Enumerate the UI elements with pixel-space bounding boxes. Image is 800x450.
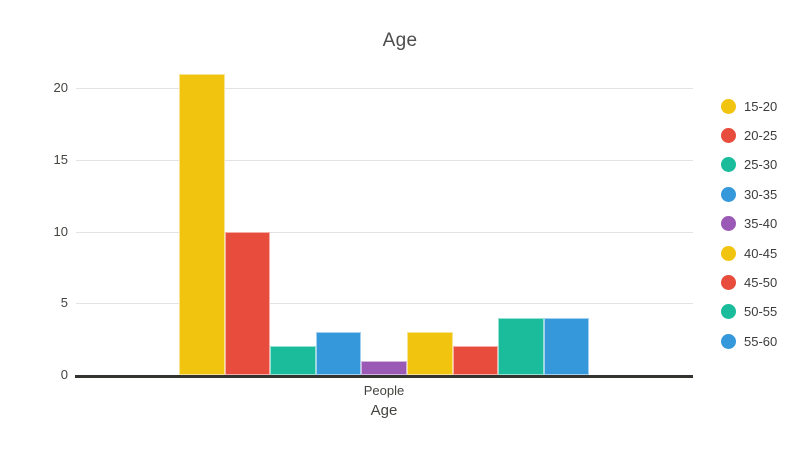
legend-label: 35-40 [744,216,778,232]
x-tick-label: People [363,383,405,398]
y-tick-label-10: 10 [53,223,68,239]
x-axis-title: Age [370,402,398,419]
legend-label: 20-25 [744,127,778,143]
legend-item-25-30[interactable]: 25-30 [721,155,777,175]
legend-item-35-40[interactable]: 35-40 [721,214,777,234]
legend-swatch-circle-icon [721,127,736,143]
legend-item-45-50[interactable]: 45-50 [721,272,777,292]
bar-45-50[interactable] [452,346,499,375]
legend-item-50-55[interactable]: 50-55 [721,302,777,322]
legend-label: 15-20 [744,98,778,114]
y-tick-label-5: 5 [60,295,68,311]
bar-30-35[interactable] [315,331,362,375]
legend-item-40-45[interactable]: 40-45 [721,243,777,263]
legend-swatch-circle-icon [721,157,736,173]
legend-swatch-circle-icon [721,245,736,261]
y-tick-label-20: 20 [53,80,68,95]
legend-label: 45-50 [744,274,778,290]
legend-label: 40-45 [744,245,778,261]
bar-25-30[interactable] [270,346,316,375]
bar-20-25[interactable] [224,231,271,375]
legend-swatch-circle-icon [721,98,736,114]
bar-55-60[interactable] [543,317,590,375]
legend-swatch-circle-icon [721,274,736,290]
bar-50-55[interactable] [498,317,544,375]
y-tick-label-15: 15 [53,151,68,167]
legend-label: 50-55 [744,304,778,320]
chart-title: Age [382,30,418,51]
legend-swatch-circle-icon [721,333,736,349]
legend-swatch-circle-icon [721,216,736,232]
legend-label: 30-35 [744,186,778,202]
bar-35-40[interactable] [361,360,407,375]
gridline-y5 [76,303,693,305]
legend-swatch-circle-icon [721,304,736,320]
legend-item-55-60[interactable]: 55-60 [721,331,777,351]
legend-item-15-20[interactable]: 15-20 [721,96,777,116]
legend-label: 25-30 [744,157,778,173]
legend-swatch-circle-icon [721,186,736,202]
gridline-y15 [76,159,693,161]
bar-40-45[interactable] [407,331,453,375]
y-tick-label-0: 0 [60,367,68,382]
legend-item-20-25[interactable]: 20-25 [721,125,777,145]
legend-label: 55-60 [744,333,778,349]
bar-15-20[interactable] [179,73,225,375]
x-axis-line [75,375,693,378]
legend-item-30-35[interactable]: 30-35 [721,184,777,204]
gridline-y20 [76,88,693,89]
gridline-y10 [76,231,693,233]
